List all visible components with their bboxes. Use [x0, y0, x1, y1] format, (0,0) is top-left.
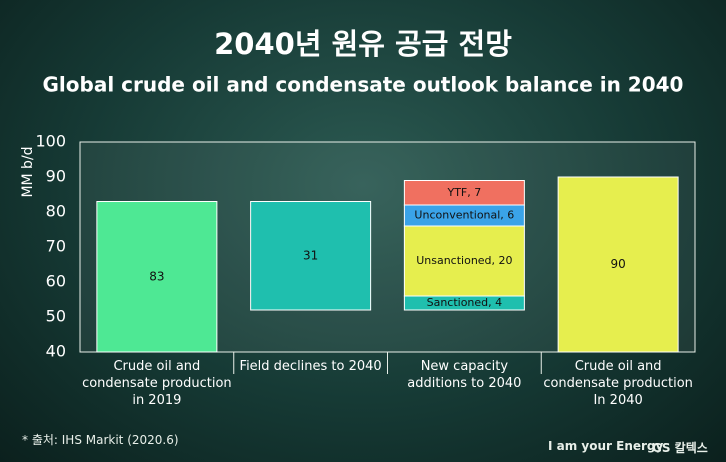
data-label: Unsanctioned, 20 [416, 254, 512, 267]
bar [96, 201, 218, 353]
y-tick-label: 90 [46, 167, 66, 186]
x-tick-label: New capacity additions to 2040 [407, 359, 522, 391]
bar [557, 176, 679, 353]
y-tick-label: 70 [46, 237, 66, 256]
bar-segment [403, 225, 525, 297]
data-label: 31 [303, 248, 318, 262]
brand: GS 칼텍스 [652, 441, 708, 455]
data-label: Unconventional, 6 [414, 209, 514, 222]
y-tick-label: 50 [46, 307, 66, 326]
data-label: YTF, 7 [446, 186, 481, 199]
source-note: * 출처: IHS Markit (2020.6) [22, 433, 179, 447]
slogan: I am your Energy [548, 439, 664, 453]
y-tick-label: 60 [46, 272, 66, 291]
x-tick-label: Crude oil and condensate production In 2… [543, 359, 693, 408]
y-axis-label: MM b/d [20, 146, 36, 197]
data-label: 90 [610, 257, 625, 271]
chart-title: 2040년 원유 공급 전망 [214, 27, 512, 61]
data-label: 83 [149, 269, 164, 283]
bar-segment [403, 180, 525, 206]
y-tick-label: 40 [46, 342, 66, 361]
y-tick-label: 100 [35, 132, 66, 151]
x-tick-label: Field declines to 2040 [239, 359, 382, 374]
x-tick-label: Crude oil and condensate production in 2… [82, 359, 232, 408]
chart-subtitle: Global crude oil and condensate outlook … [43, 73, 684, 97]
data-label: Sanctioned, 4 [427, 296, 503, 309]
bar [250, 201, 372, 311]
y-tick-label: 80 [46, 202, 66, 221]
